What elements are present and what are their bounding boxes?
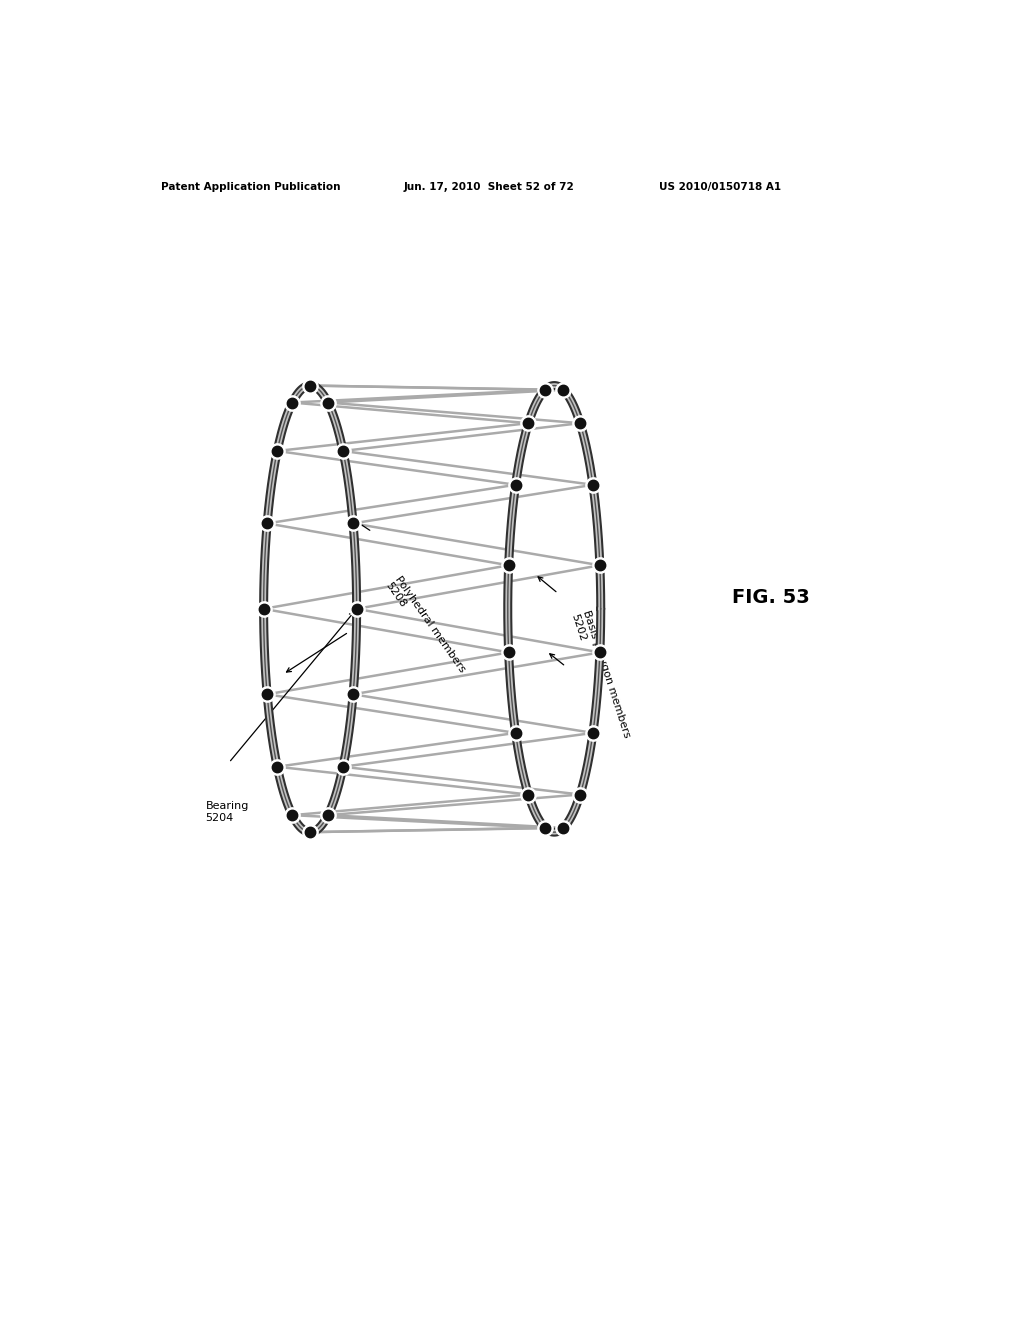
Text: US 2010/0150718 A1: US 2010/0150718 A1: [658, 182, 781, 191]
Text: Bearing
5204: Bearing 5204: [206, 801, 249, 822]
Text: Patent Application Publication: Patent Application Publication: [161, 182, 340, 191]
Text: Jun. 17, 2010  Sheet 52 of 72: Jun. 17, 2010 Sheet 52 of 72: [403, 182, 573, 191]
Text: Basis polygon members
5202: Basis polygon members 5202: [569, 609, 632, 742]
Text: Polyhedral members
5208: Polyhedral members 5208: [384, 574, 467, 681]
Text: FIG. 53: FIG. 53: [732, 587, 810, 607]
